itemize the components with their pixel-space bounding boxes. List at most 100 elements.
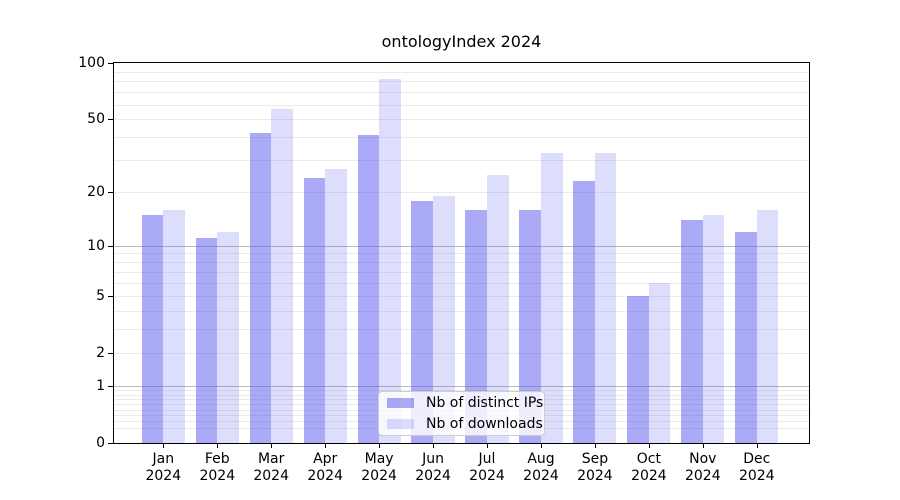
y-axis-tick-50: [108, 119, 113, 121]
bar-downloads-jan: [163, 209, 185, 443]
legend-item-downloads: Nb of downloads: [387, 415, 544, 433]
bar-downloads-oct: [648, 282, 671, 443]
year-label: 2024: [577, 468, 613, 484]
gridline-minor-60: [114, 104, 809, 106]
bar-distinct_ips-feb: [195, 238, 218, 443]
bar-distinct_ips-jan: [141, 214, 164, 443]
month-label: Dec: [743, 451, 771, 467]
x-axis-tick-label-jan: Jan 2024: [128, 451, 198, 485]
bar-downloads-feb: [217, 231, 239, 443]
legend-swatch-downloads: [387, 419, 414, 429]
gridline-minor-30: [114, 160, 809, 162]
x-axis-tick-jun: [433, 444, 435, 448]
bar-downloads-jul: [487, 174, 509, 443]
year-label: 2024: [199, 468, 236, 484]
x-axis-tick-label-jun: Jun 2024: [398, 451, 468, 485]
bar-downloads-aug: [541, 152, 563, 443]
bar-distinct_ips-apr: [303, 178, 326, 443]
y-axis-tick-label-20: 20: [87, 184, 105, 201]
bar-distinct_ips-sep: [573, 181, 595, 443]
x-axis-tick-label-nov: Nov 2024: [668, 451, 738, 485]
x-axis-tick-apr: [325, 444, 327, 448]
y-axis-tick-5: [108, 295, 113, 297]
month-label: May: [364, 451, 394, 467]
x-axis-tick-mar: [271, 444, 273, 448]
gridline-minor-80: [114, 81, 809, 83]
bar-distinct_ips-nov: [681, 220, 703, 443]
x-axis-tick-label-mar: Mar 2024: [236, 451, 306, 485]
y-axis-tick-label-10: 10: [87, 237, 105, 254]
bar-downloads-mar: [271, 108, 293, 443]
y-axis-tick-label-5: 5: [96, 287, 105, 304]
x-axis-tick-oct: [648, 444, 650, 448]
x-axis-tick-label-oct: Oct 2024: [614, 451, 684, 485]
x-axis-tick-may: [379, 444, 381, 448]
x-axis-tick-feb: [217, 444, 219, 448]
x-axis-tick-label-jul: Jul 2024: [452, 451, 522, 485]
month-label: Mar: [257, 451, 285, 467]
y-axis-tick-20: [108, 192, 113, 194]
y-axis-tick-label-0: 0: [96, 435, 105, 451]
x-axis-tick-label-dec: Dec 2024: [722, 451, 792, 485]
y-axis-tick-10: [108, 245, 113, 247]
gridline-minor-70: [114, 92, 809, 93]
year-label: 2024: [523, 468, 559, 484]
y-axis-tick-100: [108, 63, 113, 64]
year-label: 2024: [307, 468, 343, 484]
year-label: 2024: [469, 468, 505, 484]
plot-area: [113, 62, 810, 444]
x-axis-tick-aug: [541, 444, 542, 448]
legend-swatch-distinct-ips: [387, 398, 414, 408]
year-label: 2024: [631, 468, 667, 484]
x-axis-tick-dec: [756, 444, 758, 448]
gridline-50: [114, 119, 809, 121]
gridline-minor-9: [114, 253, 809, 255]
gridline-minor-0_9: [114, 390, 809, 392]
gridline-20: [114, 192, 809, 194]
bar-distinct_ips-dec: [735, 231, 757, 443]
gridline-2: [114, 352, 809, 354]
legend-item-distinct-ips: Nb of distinct IPs: [387, 394, 544, 412]
month-label: Aug: [527, 451, 555, 467]
chart-title: ontologyIndex 2024: [381, 32, 542, 51]
y-axis-tick-0: [108, 443, 113, 444]
gridline-5: [114, 295, 809, 297]
x-axis-tick-label-aug: Aug 2024: [506, 451, 576, 485]
year-label: 2024: [415, 468, 451, 484]
bar-downloads-may: [379, 79, 401, 443]
bar-downloads-jun: [433, 196, 455, 443]
gridline-minor-4: [114, 310, 809, 312]
legend: Nb of distinct IPs Nb of downloads: [378, 391, 545, 436]
year-label: 2024: [738, 468, 775, 484]
bar-distinct_ips-mar: [249, 133, 272, 443]
y-axis-tick-label-2: 2: [96, 344, 105, 361]
month-label: Oct: [636, 451, 661, 467]
month-label: Jan: [152, 451, 175, 467]
gridline-minor-40: [114, 137, 809, 139]
month-label: Nov: [689, 451, 717, 467]
gridline-minor-3: [114, 328, 809, 330]
y-axis-tick-1: [108, 385, 113, 387]
y-axis-tick-label-50: 50: [87, 111, 105, 128]
x-axis-tick-sep: [594, 444, 596, 448]
gridline-minor-7: [114, 271, 809, 273]
month-label: Jul: [478, 451, 496, 467]
bar-downloads-apr: [325, 168, 347, 443]
month-label: Apr: [313, 451, 338, 467]
legend-label-distinct-ips: Nb of distinct IPs: [426, 395, 544, 411]
year-label: 2024: [145, 468, 182, 484]
month-label: Feb: [204, 451, 230, 467]
bar-distinct_ips-may: [357, 135, 380, 443]
gridline-major-10: [114, 245, 809, 247]
gridline-minor-90: [114, 71, 809, 73]
year-label: 2024: [361, 468, 397, 484]
bar-distinct_ips-jun: [411, 200, 433, 443]
year-label: 2024: [253, 468, 289, 484]
year-label: 2024: [684, 468, 721, 484]
legend-label-downloads: Nb of downloads: [426, 416, 543, 432]
x-axis-tick-label-may: May 2024: [344, 451, 414, 485]
gridline-major-1: [114, 385, 809, 387]
x-axis-tick-nov: [702, 444, 704, 448]
y-axis-tick-label-100: 100: [78, 55, 105, 71]
